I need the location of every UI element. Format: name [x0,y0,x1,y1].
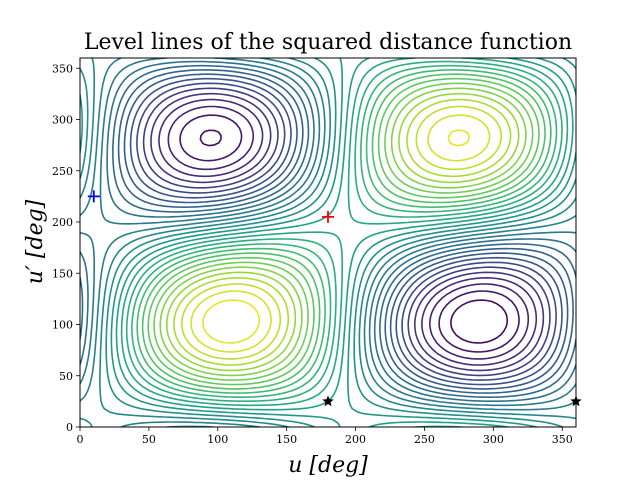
contour-level-line [179,114,520,353]
contour-level-line [131,64,558,398]
y-axis-label: u′ [deg] [23,199,48,284]
contour-level-line [136,69,552,394]
contour-level-line [80,60,576,402]
y-tick-label: 200 [52,216,73,229]
plot-frame [79,57,577,428]
x-tick-label: 150 [276,433,297,446]
x-axis-ticks: 0 50 100 150 200 250 300 350 [77,427,573,446]
contour-level-line [159,87,527,377]
contour-level-line [136,82,557,381]
contour-level-line [115,58,574,427]
contour-level-line [129,77,563,386]
y-axis-ticks: 0 50 100 150 200 250 300 350 [52,62,80,434]
contour-level-line [190,114,491,353]
x-tick-label: 350 [552,433,573,446]
contour-level-line [80,58,576,427]
contour-level-line [173,98,512,366]
chart-title: Level lines of the squared distance func… [84,30,572,55]
x-tick-label: 100 [207,433,228,446]
contour-level-line [80,58,576,427]
y-tick-label: 0 [66,421,73,434]
contour-level-line [80,58,576,427]
contour-level-line [147,77,540,386]
contour-level-line [80,58,576,427]
y-tick-label: 150 [52,267,73,280]
contour-level-line [166,92,520,372]
y-tick-label: 100 [52,319,73,332]
x-tick-label: 200 [345,433,366,446]
contour-level-line [125,60,563,402]
x-tick-label: 0 [77,433,84,446]
y-tick-label: 50 [59,370,73,383]
x-tick-label: 300 [483,433,504,446]
y-tick-label: 300 [52,114,73,127]
contour-level-line [181,105,503,360]
contour-level-line [141,73,546,390]
plus-marker [87,190,100,203]
contour-level-line [158,98,538,366]
x-tick-label: 50 [142,433,156,446]
contour-level-line [150,92,545,372]
contour-level-line [167,105,530,360]
contour-level-line [202,129,470,344]
x-axis-label: u [deg] [288,453,368,478]
contour-level-line [199,129,509,344]
contour-level-line [153,82,534,381]
y-tick-label: 350 [52,62,73,75]
x-tick-label: 250 [414,433,435,446]
plus-marker [322,210,334,223]
contour-level-line [123,73,569,390]
contour-level-line [117,69,574,394]
contour-level-line [142,87,551,377]
star-marker [322,395,334,407]
contour-lines [80,58,576,427]
y-tick-label: 250 [52,165,73,178]
